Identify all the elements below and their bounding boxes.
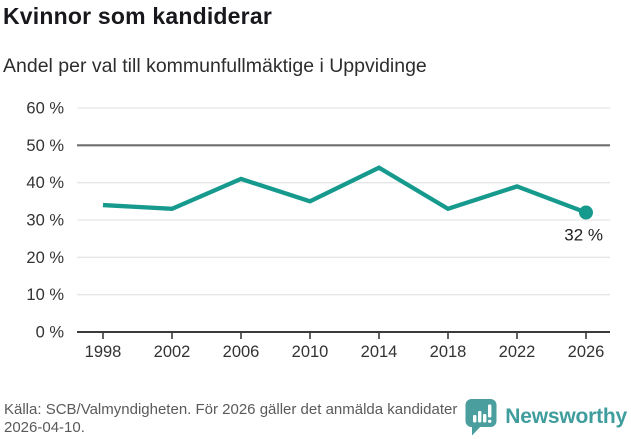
- newsworthy-logo[interactable]: Newsworthy: [465, 398, 627, 436]
- x-tick-label: 2014: [361, 343, 398, 361]
- end-value-label: 32 %: [564, 226, 603, 245]
- y-tick-label: 40 %: [26, 174, 64, 192]
- y-tick-label: 0 %: [36, 324, 65, 342]
- page-title: Kvinnor som kandiderar: [3, 3, 272, 29]
- y-tick-label: 20 %: [26, 249, 64, 267]
- y-tick-label: 50 %: [26, 137, 64, 155]
- x-tick-label: 2002: [154, 343, 191, 361]
- chart-subtitle: Andel per val till kommunfullmäktige i U…: [3, 55, 427, 77]
- y-tick-label: 10 %: [26, 286, 64, 304]
- x-tick-label: 2010: [292, 343, 329, 361]
- y-tick-label: 60 %: [26, 100, 64, 118]
- newsworthy-wordmark: Newsworthy: [505, 405, 627, 428]
- x-tick-label: 2006: [223, 343, 260, 361]
- series-line: [102, 165, 587, 215]
- y-tick-label: 30 %: [26, 212, 64, 230]
- x-tick-label: 2022: [499, 343, 536, 361]
- source-note: Källa: SCB/Valmyndigheten. För 2026 gäll…: [4, 401, 458, 436]
- newsworthy-icon: [465, 399, 497, 436]
- x-tick-label: 2018: [430, 343, 467, 361]
- end-point-marker: [579, 205, 593, 220]
- x-tick-label: 2026: [568, 343, 605, 361]
- x-tick-label: 1998: [85, 343, 122, 361]
